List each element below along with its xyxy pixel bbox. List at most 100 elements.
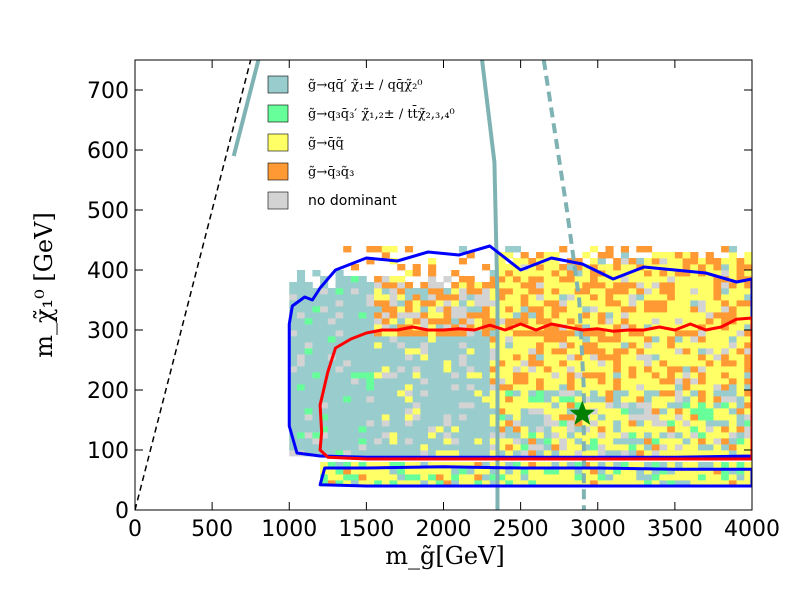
legend-label: g̃→q̄₃q̃₃ (308, 165, 354, 180)
heatmap-cell (628, 306, 637, 313)
heatmap-cell (335, 348, 344, 355)
heatmap-cell (296, 408, 306, 415)
heatmap-cell (512, 468, 522, 475)
heatmap-cell (690, 408, 699, 415)
heatmap-cell (698, 426, 707, 433)
heatmap-cell (698, 306, 707, 313)
heatmap-cell (497, 354, 506, 361)
heatmap-cell (350, 408, 360, 415)
heatmap-cell (613, 414, 622, 421)
heatmap-cell (698, 354, 707, 361)
heatmap-cell (590, 342, 599, 349)
heatmap-cell (474, 468, 483, 475)
heatmap-cell (296, 426, 306, 433)
heatmap-cell (374, 372, 383, 379)
heatmap-cell (358, 312, 367, 319)
heatmap-cell (674, 474, 683, 481)
heatmap-cell (736, 480, 745, 487)
heatmap-cell (466, 276, 475, 283)
heatmap-cell (551, 372, 560, 379)
heatmap-cell (713, 408, 722, 415)
heatmap-cell (489, 402, 498, 409)
heatmap-cell (389, 396, 398, 403)
heatmap-cell (651, 282, 660, 289)
heatmap-cell (335, 378, 344, 385)
heatmap-cell (721, 270, 730, 277)
heatmap-cell (605, 252, 614, 259)
heatmap-cell (574, 342, 583, 349)
heatmap-cell (528, 306, 537, 313)
heatmap-cell (366, 414, 375, 421)
heatmap-cell (350, 444, 360, 451)
heatmap-cell (512, 258, 522, 265)
heatmap-cell (574, 264, 583, 271)
heatmap-cell (497, 444, 506, 451)
heatmap-cell (420, 342, 429, 349)
heatmap-cell (343, 306, 352, 313)
heatmap-cell (296, 438, 306, 445)
heatmap-cell (435, 354, 444, 361)
heatmap-cell (736, 420, 745, 427)
heatmap-cell (474, 318, 483, 325)
heatmap-cell (520, 324, 529, 331)
heatmap-cell (412, 450, 421, 457)
heatmap-cell (489, 444, 498, 451)
heatmap-cell (528, 270, 537, 277)
heatmap-cell (597, 372, 606, 379)
heatmap-cell (366, 480, 375, 487)
heatmap-cell (582, 348, 591, 355)
heatmap-cell (350, 390, 360, 397)
heatmap-cell (412, 312, 421, 319)
heatmap-cell (566, 408, 576, 415)
heatmap-cell (312, 390, 321, 397)
heatmap-cell (327, 396, 336, 403)
heatmap-cell (343, 354, 352, 361)
heatmap-cell (721, 468, 730, 475)
heatmap-cell (381, 432, 390, 439)
heatmap-cell (451, 378, 460, 385)
heatmap-cell (320, 360, 329, 367)
heatmap-cell (744, 444, 752, 451)
heatmap-cell (659, 420, 668, 427)
heatmap-cell (428, 420, 437, 427)
heatmap-cell (497, 396, 506, 403)
heatmap-cell (420, 372, 429, 379)
heatmap-cell (435, 306, 444, 313)
heatmap-cell (620, 312, 629, 319)
heatmap-cell (574, 324, 583, 331)
heatmap-cell (366, 378, 375, 385)
heatmap-cell (736, 450, 745, 457)
heatmap-cell (428, 342, 437, 349)
heatmap-cell (597, 390, 606, 397)
heatmap-cell (304, 420, 313, 427)
heatmap-cell (659, 282, 668, 289)
heatmap-cell (404, 372, 414, 379)
heatmap-cell (389, 474, 398, 481)
heatmap-cell (736, 390, 745, 397)
heatmap-cell (451, 330, 460, 337)
heatmap-cell (528, 282, 537, 289)
heatmap-cell (651, 396, 660, 403)
heatmap-cell (590, 462, 599, 469)
heatmap-cell (358, 402, 367, 409)
heatmap-cell (728, 288, 737, 295)
heatmap-cell (674, 342, 683, 349)
heatmap-cell (389, 408, 398, 415)
heatmap-cell (690, 432, 699, 439)
heatmap-cell (374, 390, 383, 397)
heatmap-cell (374, 420, 383, 427)
heatmap-cell (335, 438, 344, 445)
heatmap-cell (335, 420, 344, 427)
heatmap-cell (466, 312, 475, 319)
heatmap-cell (559, 306, 568, 313)
heatmap-cell (605, 420, 614, 427)
heatmap-cell (551, 270, 560, 277)
heatmap-cell (350, 474, 360, 481)
heatmap-cell (705, 420, 714, 427)
heatmap-cell (397, 450, 406, 457)
heatmap-cell (428, 330, 437, 337)
heatmap-cell (358, 420, 367, 427)
heatmap-cell (489, 276, 498, 283)
heatmap-cell (582, 360, 591, 367)
heatmap-cell (620, 306, 629, 313)
